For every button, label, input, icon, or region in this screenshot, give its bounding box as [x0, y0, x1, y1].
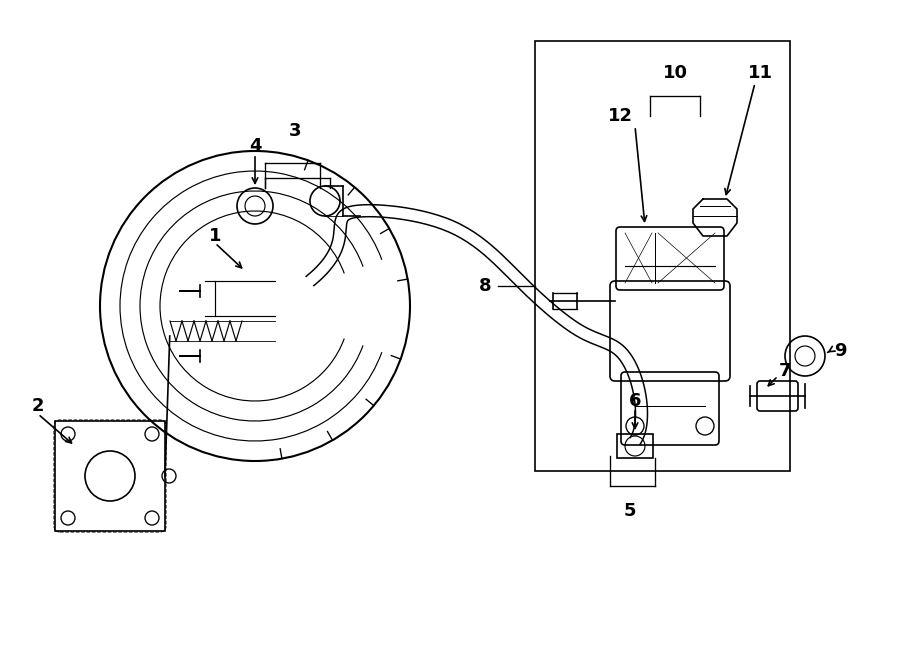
Text: 2: 2 [32, 397, 44, 415]
Text: 5: 5 [624, 502, 636, 520]
Text: 6: 6 [629, 392, 641, 410]
Text: 7: 7 [778, 362, 791, 380]
Text: 8: 8 [479, 277, 491, 295]
Text: 12: 12 [608, 107, 633, 125]
Text: 4: 4 [248, 137, 261, 155]
Text: 3: 3 [289, 122, 302, 140]
Text: 11: 11 [748, 64, 772, 82]
Text: 9: 9 [833, 342, 846, 360]
Text: 1: 1 [209, 227, 221, 245]
Bar [617, 434, 653, 458]
Text: 10: 10 [662, 64, 688, 82]
Bar [535, 41, 790, 471]
Bar [55, 421, 165, 531]
